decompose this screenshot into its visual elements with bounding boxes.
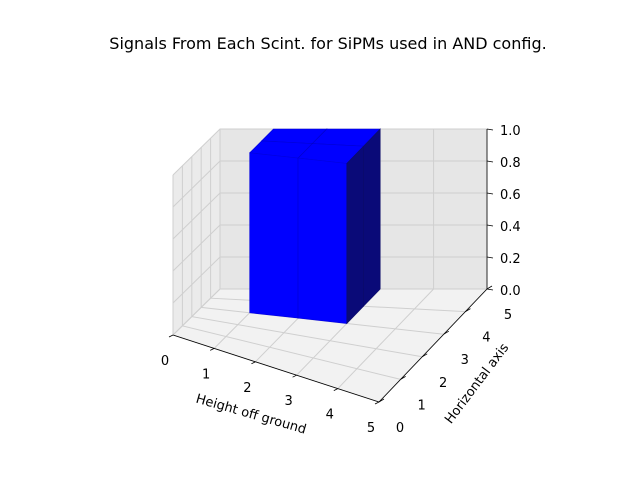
z-tick-label: 0.8 bbox=[500, 156, 521, 171]
y-tick-label: 0 bbox=[396, 421, 404, 436]
grid-line-z bbox=[172, 256, 487, 304]
y-tick-label: 1 bbox=[417, 398, 425, 413]
grid-line-z bbox=[172, 224, 487, 272]
z-tick-mark bbox=[486, 192, 494, 195]
x-tick-mark bbox=[168, 334, 174, 338]
x-tick-label: 5 bbox=[367, 421, 375, 436]
y-axis-line bbox=[378, 288, 488, 403]
x-tick-label: 3 bbox=[284, 394, 292, 409]
x-tick-mark bbox=[333, 388, 338, 391]
y-tick-mark bbox=[421, 353, 428, 358]
x-tick-label: 4 bbox=[326, 408, 334, 423]
z-tick-mark bbox=[486, 160, 494, 163]
bar bbox=[297, 143, 365, 325]
z-tick-mark bbox=[486, 224, 494, 227]
z-tick-label: 0.2 bbox=[500, 252, 521, 267]
grid-line-z bbox=[172, 192, 487, 240]
y-tick-mark bbox=[486, 285, 493, 290]
grid-line-z bbox=[172, 288, 487, 336]
y-tick-label: 5 bbox=[504, 308, 512, 323]
x-tick-mark bbox=[374, 401, 380, 405]
x-axis-line bbox=[172, 334, 380, 403]
x-tick-mark bbox=[292, 374, 297, 378]
z-tick-label: 0.0 bbox=[500, 284, 521, 299]
bar-side-face bbox=[363, 128, 381, 307]
x-tick-label: 2 bbox=[243, 381, 251, 396]
x-tick-label: 0 bbox=[161, 354, 169, 369]
z-tick-label: 0.4 bbox=[500, 220, 521, 235]
z-tick-label: 1.0 bbox=[500, 124, 521, 139]
y-tick-label: 4 bbox=[482, 331, 490, 346]
left-wall-pane bbox=[173, 129, 220, 335]
z-tick-mark bbox=[486, 128, 494, 131]
x-tick-mark bbox=[251, 361, 256, 365]
y-tick-mark bbox=[400, 376, 406, 380]
z-tick-mark bbox=[486, 256, 494, 259]
y-tick-label: 3 bbox=[461, 353, 469, 368]
bar-front-face bbox=[249, 152, 299, 319]
grid-line-z bbox=[172, 128, 487, 176]
bar-side-face bbox=[346, 145, 364, 325]
axis-lines bbox=[168, 128, 494, 405]
grid-line-z bbox=[172, 160, 487, 208]
bar-front-face bbox=[297, 157, 348, 324]
y-tick-mark bbox=[443, 330, 450, 335]
y-tick-mark bbox=[378, 398, 385, 403]
x-tick-label: 1 bbox=[202, 367, 210, 382]
floor-pane bbox=[173, 289, 487, 402]
z-tick-label: 0.6 bbox=[500, 188, 521, 203]
bars-group bbox=[249, 128, 381, 325]
x-tick-mark bbox=[210, 348, 215, 351]
chart-title: Signals From Each Scint. for SiPMs used … bbox=[109, 34, 546, 53]
z-tick-mark bbox=[486, 288, 494, 291]
y-tick-mark bbox=[465, 308, 471, 312]
y-tick-label: 2 bbox=[439, 376, 447, 391]
